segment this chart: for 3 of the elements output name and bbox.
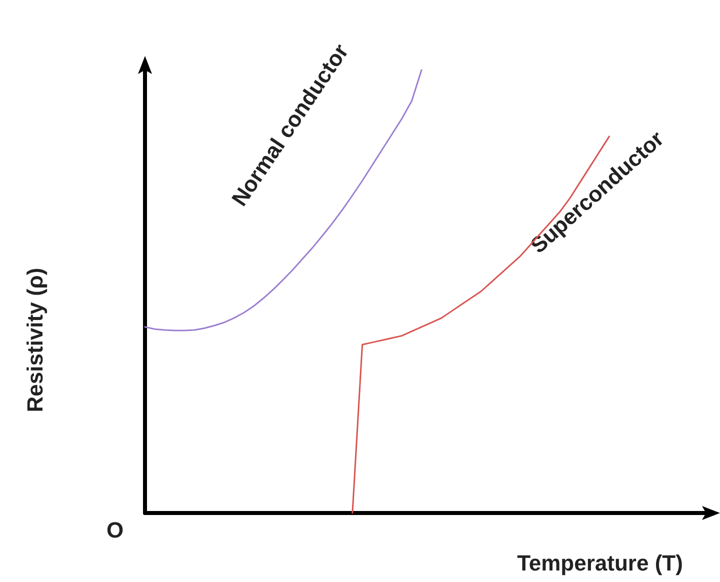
text: O (106, 518, 124, 542)
x-axis-title: Temperature (T) (517, 550, 683, 576)
y-axis-title: Resistivity (ρ) (22, 268, 48, 412)
